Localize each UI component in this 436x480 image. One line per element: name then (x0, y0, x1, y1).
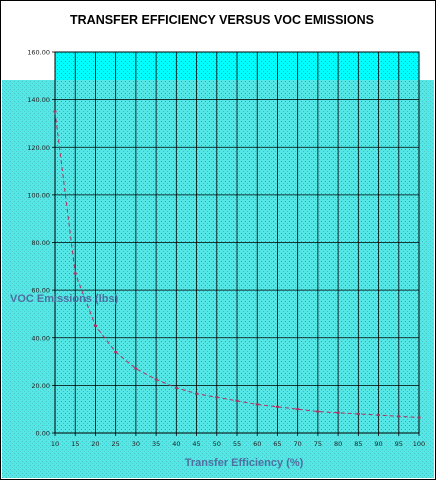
y-tick-label: 100.00 (27, 191, 50, 199)
y-tick-label: 160.00 (27, 49, 50, 57)
x-tick-label: 30 (132, 440, 140, 448)
y-tick-label: 0.00 (36, 430, 50, 438)
data-point (397, 415, 401, 418)
x-tick-label: 20 (91, 440, 99, 448)
y-tick-label: 40.00 (31, 334, 50, 342)
x-tick-label: 95 (395, 440, 403, 448)
series-group (53, 110, 421, 419)
x-tick-label: 50 (213, 440, 221, 448)
data-point (174, 386, 178, 389)
data-point (296, 408, 300, 411)
y-axis-label: VOC Emissions (lbs) (10, 293, 119, 305)
x-tick-label: 25 (112, 440, 120, 448)
y-tick-label: 60.00 (31, 287, 50, 295)
x-axis-label: Transfer Efficiency (%) (185, 457, 304, 469)
y-tick-label: 80.00 (31, 239, 50, 247)
data-point (336, 411, 340, 414)
x-tick-label: 75 (314, 440, 322, 448)
data-point (195, 392, 199, 395)
data-point (93, 324, 97, 327)
x-tick-label: 40 (172, 440, 180, 448)
y-tick-label: 120.00 (27, 144, 50, 152)
data-point (417, 416, 421, 419)
data-point (316, 410, 320, 413)
data-point (235, 399, 239, 402)
y-tick-label: 20.00 (31, 382, 50, 390)
y-tick-label: 140.00 (27, 96, 50, 104)
data-point (255, 403, 259, 406)
x-axis-ticks: 10 15 20 25 30 35 40 45 50 55 60 65 70 75 80 85 90 95 100 (51, 433, 425, 448)
x-tick-label: 15 (71, 440, 79, 448)
data-point (73, 272, 77, 275)
x-tick-label: 35 (152, 440, 160, 448)
data-point (215, 396, 219, 399)
data-point (356, 412, 360, 415)
x-tick-label: 90 (374, 440, 382, 448)
x-tick-label: 55 (233, 440, 241, 448)
x-tick-label: 80 (334, 440, 342, 448)
x-tick-label: 65 (273, 440, 281, 448)
data-point (114, 351, 118, 354)
gridlines (54, 51, 420, 434)
y-axis-ticks: 0.00 20.00 40.00 60.00 80.00 100.00 120.00 140.… (27, 49, 55, 438)
x-tick-label: 100 (413, 440, 425, 448)
x-tick-label: 45 (192, 440, 200, 448)
x-tick-label: 10 (51, 440, 59, 448)
x-tick-label: 60 (253, 440, 261, 448)
data-point (154, 378, 158, 381)
chart-title: TRANSFER EFFICIENCY VERSUS VOC EMISSIONS (70, 13, 374, 27)
data-point (53, 110, 57, 113)
data-point (275, 405, 279, 408)
x-tick-label: 85 (354, 440, 362, 448)
data-point (377, 414, 381, 417)
x-tick-label: 70 (294, 440, 302, 448)
data-point (134, 367, 138, 370)
